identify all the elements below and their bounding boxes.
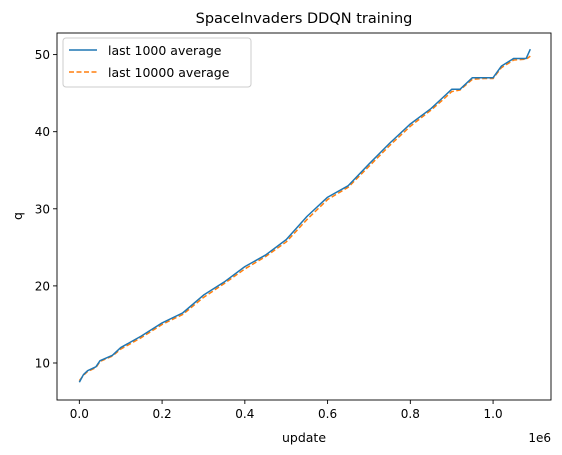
- y-axis-label: q: [10, 212, 25, 220]
- plot-frame: [56, 32, 552, 401]
- legend-label-series-1: last 1000 average: [108, 43, 222, 58]
- x-tick-label: 0.4: [235, 407, 254, 421]
- x-tick-label: 0.0: [70, 407, 89, 421]
- legend-label-series-2: last 10000 average: [108, 65, 230, 80]
- y-tick-label: 30: [35, 202, 50, 216]
- x-axis: 0.0 0.2 0.4 0.6 0.8 1.0: [70, 400, 503, 421]
- x-tick-label: 1.0: [484, 407, 503, 421]
- y-axis: 10 20 30 40 50: [35, 48, 57, 370]
- x-axis-offset-label: 1e6: [528, 431, 551, 445]
- series-line-2: [78, 55, 531, 382]
- y-tick-label: 10: [35, 356, 50, 370]
- chart-title: SpaceInvaders DDQN training: [196, 11, 413, 27]
- y-tick-label: 20: [35, 279, 50, 293]
- y-tick-label: 40: [35, 125, 50, 139]
- x-tick-label: 0.8: [401, 407, 420, 421]
- x-axis-label: update: [282, 430, 326, 445]
- series-line-1: [78, 48, 531, 383]
- x-tick-label: 0.2: [153, 407, 172, 421]
- legend-box: [62, 37, 252, 88]
- legend: last 1000 average last 10000 average: [62, 37, 252, 88]
- y-tick-label: 50: [35, 48, 50, 62]
- x-tick-label: 0.6: [318, 407, 337, 421]
- plot-area: [78, 48, 531, 383]
